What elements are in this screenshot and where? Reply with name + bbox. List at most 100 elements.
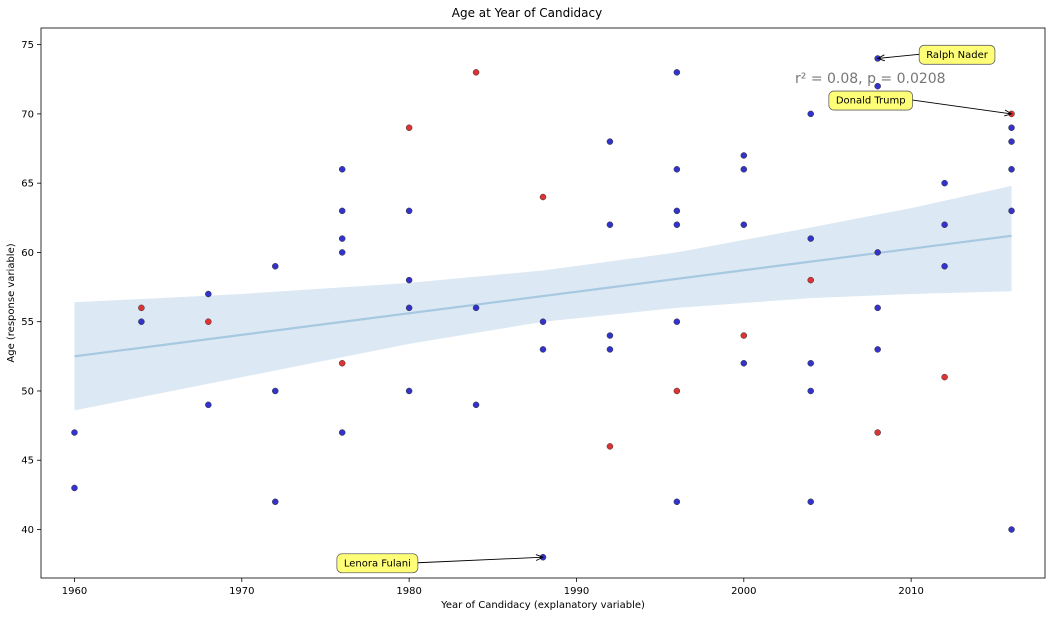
data-point-blue: [807, 387, 814, 395]
data-point-blue: [338, 235, 346, 242]
annotation-arrow: [912, 99, 1012, 115]
data-point-red: [472, 69, 480, 76]
data-point-blue: [272, 498, 279, 506]
data-point-blue: [1008, 138, 1015, 145]
data-point-blue: [539, 346, 547, 353]
annotation-label: Ralph Nader: [926, 50, 989, 61]
data-point-blue: [807, 110, 814, 118]
data-point-blue: [405, 276, 413, 284]
data-point-blue: [338, 429, 346, 436]
data-point-blue: [673, 69, 681, 76]
data-point-blue: [138, 318, 145, 325]
regression-line-layer: [74, 234, 1012, 358]
annotation-arrow: [877, 53, 920, 59]
y-tick-label: 55: [21, 317, 34, 328]
data-point-blue: [874, 249, 881, 256]
data-point-blue: [405, 387, 413, 395]
arrow-head-icon: [535, 554, 545, 561]
data-point-blue: [472, 304, 480, 312]
data-point-blue: [874, 304, 881, 312]
x-tick-label: 1980: [396, 586, 421, 597]
y-tick-label: 50: [21, 386, 34, 397]
data-point-blue: [673, 221, 681, 228]
y-axis-label: Age (response variable): [6, 243, 17, 362]
x-tick-label: 2000: [731, 586, 756, 597]
annotation-arrow: [417, 556, 544, 564]
data-point-blue: [338, 207, 346, 215]
data-point-blue: [606, 221, 614, 228]
data-point-blue: [606, 346, 614, 353]
data-point-blue: [740, 152, 748, 159]
data-point-blue: [740, 166, 748, 173]
y-tick-label: 65: [21, 179, 34, 190]
data-point-red: [673, 387, 681, 395]
annotation: Lenora Fulani: [336, 553, 545, 574]
confidence-band-layer: [74, 185, 1012, 411]
data-point-blue: [205, 401, 212, 409]
arrow-head-icon: [1004, 109, 1013, 117]
data-point-blue: [1008, 526, 1015, 533]
data-point-blue: [1008, 207, 1015, 215]
annotation: Donald Trump: [828, 90, 1013, 117]
data-point-blue: [205, 290, 212, 298]
annotation: Ralph Nader: [876, 44, 996, 65]
data-point-blue: [71, 484, 78, 492]
data-point-blue: [272, 263, 279, 270]
data-point-red: [138, 304, 145, 312]
data-point-blue: [874, 346, 881, 353]
data-point-blue: [941, 179, 948, 187]
data-point-blue: [338, 166, 346, 173]
axis-ticks-layer: 1960 1970 1980 1990 2000 2010 40 45 50 55 60 65 70 75: [21, 40, 924, 597]
y-tick-label: 40: [21, 525, 34, 536]
data-point-blue: [272, 387, 279, 395]
x-tick-label: 1960: [62, 586, 87, 597]
data-point-blue: [673, 166, 681, 173]
data-points-layer: [71, 55, 1015, 561]
data-point-red: [740, 332, 748, 339]
annotation-label: Donald Trump: [836, 96, 906, 107]
data-point-blue: [673, 318, 681, 325]
data-point-red: [807, 276, 814, 284]
data-point-blue: [539, 318, 547, 325]
arrow-head-icon: [876, 54, 886, 62]
data-point-red: [539, 193, 547, 201]
x-axis-label: Year of Candidacy (explanatory variable): [440, 600, 645, 611]
data-point-red: [606, 443, 614, 450]
data-point-blue: [606, 332, 614, 339]
data-point-blue: [1008, 166, 1015, 173]
data-point-blue: [807, 498, 814, 506]
annotation-label: Lenora Fulani: [344, 558, 411, 569]
data-point-blue: [874, 82, 881, 90]
plot-frame: [40, 27, 1046, 579]
regression-line: [74, 234, 1012, 358]
data-point-blue: [338, 249, 346, 256]
annotation-box: [336, 553, 419, 574]
confidence-band: [74, 185, 1012, 411]
data-point-red: [405, 124, 413, 131]
y-tick-label: 45: [21, 456, 34, 467]
data-point-blue: [405, 207, 413, 215]
data-point-blue: [807, 360, 814, 367]
data-point-blue: [941, 221, 948, 228]
chart-title: Age at Year of Candidacy: [452, 6, 602, 20]
annotation-box: [918, 44, 996, 65]
data-point-blue: [673, 498, 681, 506]
data-point-blue: [472, 401, 480, 409]
data-point-red: [941, 373, 948, 381]
data-point-blue: [740, 360, 748, 367]
data-point-blue: [807, 235, 814, 242]
annotations-layer: Ralph Nader Donald Trump Lenora Fulani: [336, 44, 1013, 574]
x-tick-label: 1990: [564, 586, 589, 597]
x-tick-label: 1970: [229, 586, 254, 597]
stat-annotation: r² = 0.08, p = 0.0208: [795, 71, 946, 87]
x-tick-label: 2010: [898, 586, 923, 597]
data-point-blue: [1008, 124, 1015, 131]
data-point-red: [205, 318, 212, 325]
annotation-box: [828, 90, 913, 111]
data-point-red: [338, 360, 346, 367]
data-point-blue: [606, 138, 614, 145]
data-point-blue: [941, 263, 948, 270]
y-tick-label: 75: [21, 40, 34, 51]
data-point-red: [874, 429, 881, 436]
